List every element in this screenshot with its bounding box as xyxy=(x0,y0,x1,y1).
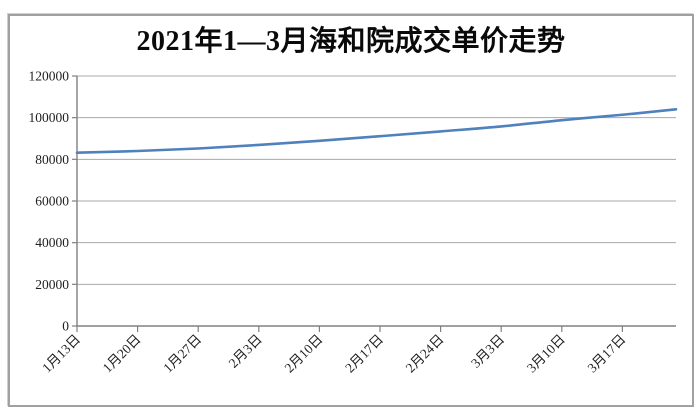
y-axis-label: 80000 xyxy=(35,152,69,167)
x-axis-label: 2月24日 xyxy=(403,332,447,376)
chart-title: 2021年1—3月海和院成交单价走势 xyxy=(136,26,566,57)
x-axis-label: 1月13日 xyxy=(39,332,83,376)
y-axis-label: 0 xyxy=(62,319,69,334)
x-axis-label: 3月3日 xyxy=(468,332,507,371)
x-axis-label: 2月10日 xyxy=(282,332,326,376)
x-axis-label: 2月17日 xyxy=(342,332,386,376)
x-axis-label: 2月3日 xyxy=(226,332,265,371)
y-axis-label: 40000 xyxy=(35,235,69,250)
price-trend-line xyxy=(75,108,678,154)
y-axis-label: 120000 xyxy=(29,69,70,84)
x-axis-label: 1月27日 xyxy=(160,332,204,376)
y-axis-label: 60000 xyxy=(35,194,69,209)
x-axis-label: 3月10日 xyxy=(524,332,568,376)
y-axis-label: 100000 xyxy=(29,110,70,125)
chart-frame: 2021年1—3月海和院成交单价走势 0 20000 40000 60000 80000… xyxy=(8,14,694,407)
y-axis-label: 20000 xyxy=(35,277,69,292)
x-axis-label: 1月20日 xyxy=(100,332,144,376)
x-axis-label: 3月17日 xyxy=(585,332,629,376)
line-chart-canvas: 0 20000 40000 60000 80000 100000 120000 1月13日 1月… xyxy=(29,69,678,376)
